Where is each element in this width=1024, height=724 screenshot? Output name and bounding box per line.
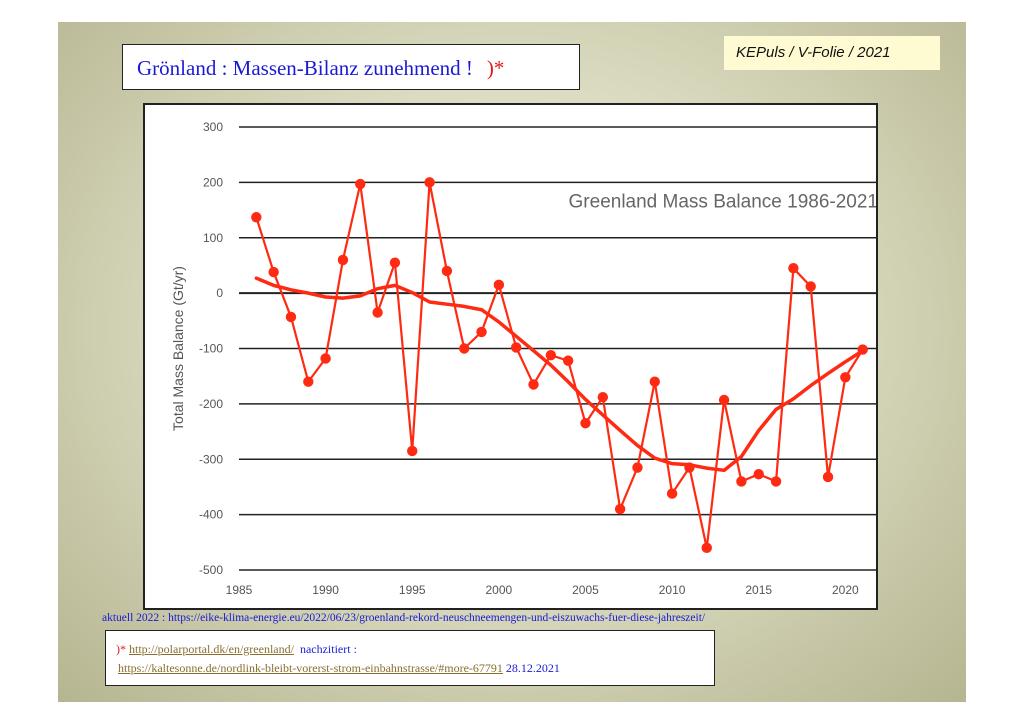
slide-title-text: Grönland : Massen-Bilanz zunehmend ! [137, 56, 473, 80]
polarportal-link[interactable]: http://polarportal.dk/en/greenland/ [129, 642, 294, 656]
data-point [649, 376, 660, 387]
data-point [251, 212, 262, 223]
data-point [303, 376, 314, 387]
y-tick-label: -300 [199, 452, 223, 466]
data-point [372, 307, 383, 318]
data-point [614, 503, 626, 515]
x-tick-label: 2000 [486, 583, 513, 597]
data-point [528, 379, 539, 390]
slide-title: Grönland : Massen-Bilanz zunehmend ! )* [137, 56, 504, 81]
data-point [320, 353, 331, 364]
data-point [562, 355, 574, 366]
slide-title-box: Grönland : Massen-Bilanz zunehmend ! )* [122, 44, 580, 90]
source-box: )* http://polarportal.dk/en/greenland/ n… [105, 630, 715, 686]
data-point [840, 372, 851, 383]
data-point [493, 279, 505, 291]
data-point [337, 254, 349, 266]
data-point [822, 471, 834, 483]
source-line-1: )* http://polarportal.dk/en/greenland/ n… [116, 642, 357, 657]
data-point [545, 349, 557, 361]
data-point [580, 418, 591, 429]
data-point [736, 476, 747, 487]
data-point [285, 311, 297, 323]
data-point [510, 342, 522, 353]
x-tick-label: 2005 [572, 583, 599, 597]
source-marker: )* [116, 642, 126, 656]
x-tick-label: 1990 [312, 583, 339, 597]
source-line-2: https://kaltesonne.de/nordlink-bleibt-vo… [118, 661, 560, 676]
x-tick-label: 2015 [745, 583, 772, 597]
data-point [441, 265, 453, 277]
data-point [268, 266, 279, 278]
y-tick-label: 200 [203, 175, 223, 189]
data-point [684, 462, 695, 473]
x-tick-label: 1995 [399, 583, 426, 597]
source-date: 28.12.2021 [505, 661, 560, 675]
y-tick-label: -200 [199, 397, 223, 411]
data-point [857, 344, 868, 355]
kaltesonne-link[interactable]: https://kaltesonne.de/nordlink-bleibt-vo… [118, 661, 503, 675]
data-point [770, 476, 782, 487]
x-tick-label: 1985 [226, 583, 253, 597]
source-note: nachzitiert : [299, 642, 357, 656]
data-point [407, 445, 418, 457]
data-point [753, 469, 764, 480]
slide-tag: KEPuls / V-Folie / 2021 [736, 44, 891, 61]
data-point [389, 257, 401, 268]
update-source-note: aktuell 2022 : https://eike-klima-energi… [102, 612, 706, 624]
chart-title: Greenland Mass Balance 1986-2021 [569, 191, 876, 212]
y-tick-label: 300 [203, 120, 223, 134]
slide-tag-box: KEPuls / V-Folie / 2021 [724, 36, 940, 70]
data-point [355, 178, 366, 190]
x-tick-label: 2010 [659, 583, 686, 597]
data-point [476, 326, 487, 338]
data-point [718, 394, 730, 406]
y-tick-label: 0 [216, 286, 223, 300]
data-point [701, 542, 712, 554]
data-point [424, 177, 435, 188]
data-point [632, 462, 643, 473]
data-point [788, 263, 799, 274]
y-tick-label: -500 [199, 563, 223, 577]
y-tick-label: 100 [203, 231, 223, 245]
y-tick-label: -100 [199, 342, 223, 356]
y-axis-label: Total Mass Balance (Gt/yr) [170, 266, 186, 431]
trend-line [254, 276, 865, 473]
data-point [459, 343, 470, 354]
title-footnote-marker: )* [486, 56, 505, 80]
x-tick-label: 2020 [832, 583, 859, 597]
chart-frame: 300 200 100 0 -100 -200 -300 -400 -500 1985 1990 19… [143, 103, 880, 610]
data-point [666, 488, 678, 499]
data-point [597, 392, 609, 403]
data-point [805, 281, 816, 292]
y-tick-label: -400 [199, 508, 223, 522]
